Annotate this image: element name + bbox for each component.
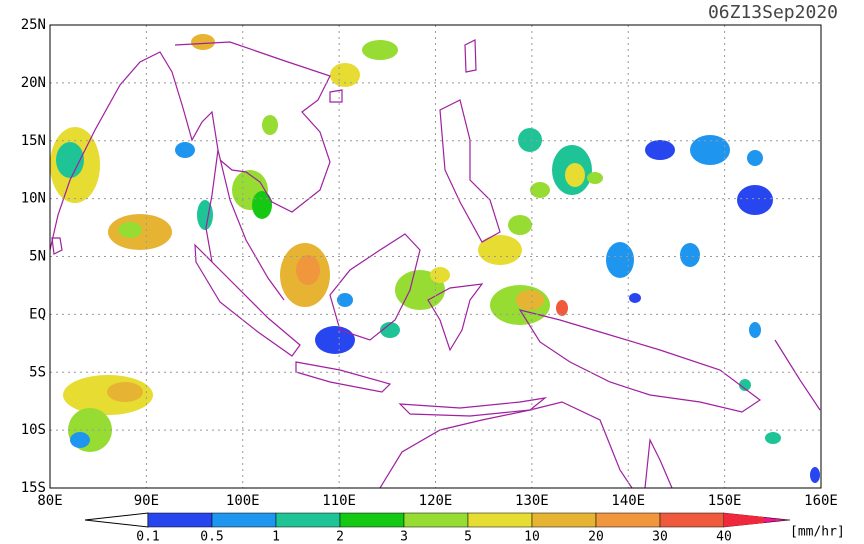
colorbar-segment: [275, 512, 341, 528]
colorbar-segment: [403, 512, 469, 528]
colorbar-label: 20: [588, 530, 604, 544]
lon-label: 110E: [322, 493, 356, 509]
lon-label: 100E: [226, 493, 260, 509]
colorbar-label: 3: [400, 530, 408, 544]
lat-label: 5N: [29, 249, 46, 265]
lat-label: 15S: [21, 480, 46, 496]
lon-label: 90E: [134, 493, 159, 509]
lat-label: EQ: [29, 306, 46, 322]
title: 06Z13Sep2020: [708, 2, 838, 23]
lat-label: 15N: [21, 133, 46, 149]
colorbar-label: 0.1: [136, 530, 159, 544]
graticule: [50, 25, 821, 488]
colorbar-under: [84, 512, 149, 528]
colorbar-segment: [531, 512, 597, 528]
colorbar-segment: [147, 512, 213, 528]
lon-label: 120E: [419, 493, 453, 509]
colorbar-label: 5: [464, 530, 472, 544]
colorbar-unit: [mm/hr]: [790, 525, 845, 540]
precipitation: [50, 34, 820, 483]
lon-label: 130E: [515, 493, 549, 509]
colorbar: 0.1 0.5 1 2 3 5 10 20 30 40 [mm/hr]: [84, 512, 845, 544]
colorbar-segment: [659, 512, 725, 528]
lon-label: 150E: [708, 493, 742, 509]
colorbar-label: 30: [652, 530, 668, 544]
colorbar-label: 1: [272, 530, 280, 544]
colorbar-top: [724, 513, 764, 527]
lat-label: 25N: [21, 17, 46, 33]
lat-label: 10S: [21, 422, 46, 438]
colorbar-label: 0.5: [200, 530, 223, 544]
colorbar-segment: [339, 512, 405, 528]
coastlines: [49, 39, 821, 489]
lon-label: 160E: [804, 493, 838, 509]
colorbar-label: 2: [336, 530, 344, 544]
lat-label: 20N: [21, 75, 46, 91]
colorbar-segment: [211, 512, 277, 528]
lon-label: 80E: [37, 493, 62, 509]
lon-label: 140E: [611, 493, 645, 509]
colorbar-segment: [595, 512, 661, 528]
colorbar-label: 10: [524, 530, 540, 544]
colorbar-label: 40: [716, 530, 732, 544]
lat-label: 10N: [21, 191, 46, 207]
lat-label: 5S: [29, 364, 46, 380]
colorbar-segment: [467, 512, 533, 528]
map-frame: [49, 24, 822, 489]
